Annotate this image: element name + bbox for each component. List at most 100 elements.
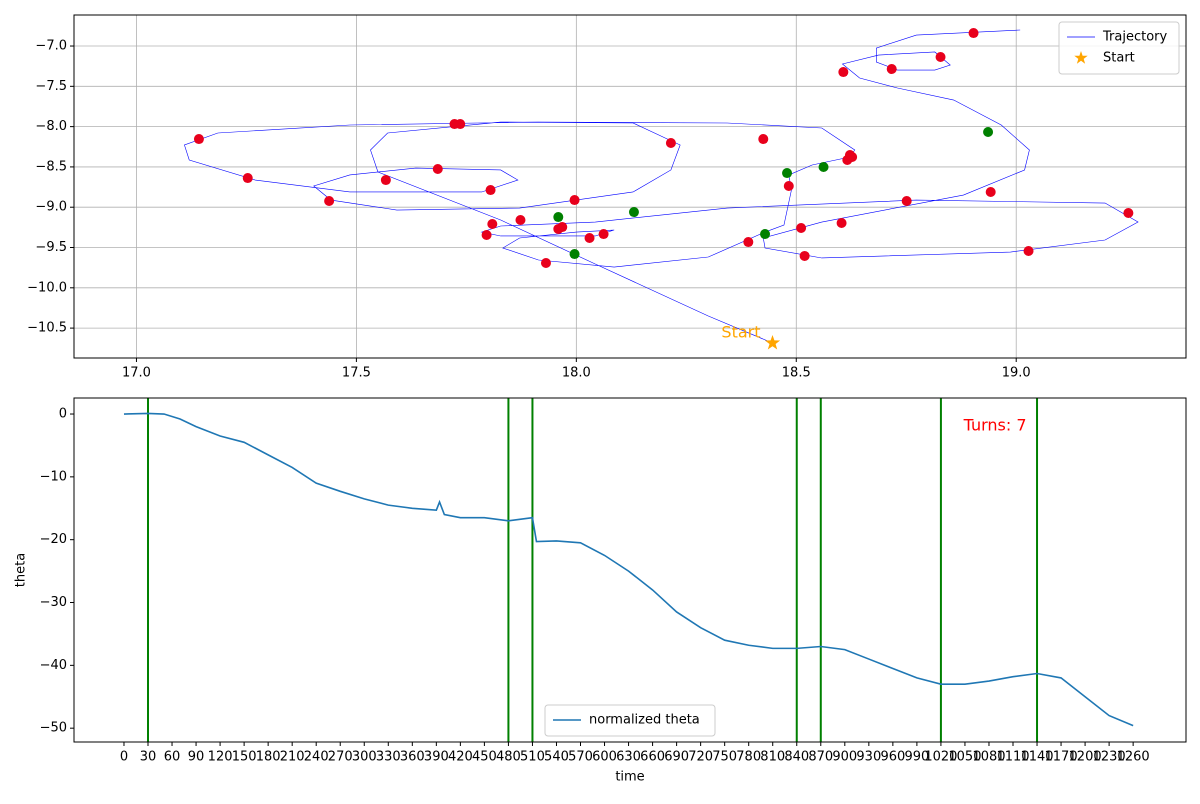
point: [584, 232, 595, 243]
point: [818, 161, 829, 172]
x-tick-label: 1170: [1045, 750, 1078, 765]
subplot: 17.0 17.5 18.0 18.5 19.0 −7.0 −7.5 −8.0 −8.5 −9.0…: [27, 14, 1187, 381]
point: [380, 175, 391, 186]
x-tick-label: 120: [208, 750, 233, 765]
point: [838, 67, 849, 78]
point: [799, 250, 810, 261]
point: [487, 218, 498, 229]
x-tick-label: 720: [688, 750, 713, 765]
axes-frame: [73, 14, 1187, 359]
point: [553, 212, 564, 223]
y-tick-label: −20: [40, 532, 67, 547]
point: [901, 196, 912, 207]
x-tick-label: 300: [352, 750, 377, 765]
x-tick-label: 1230: [1093, 750, 1126, 765]
x-tick-label: 210: [280, 750, 305, 765]
point: [324, 196, 335, 207]
point: [481, 230, 492, 241]
point: [847, 152, 858, 163]
y-tick-label: −7.0: [35, 39, 67, 54]
legend-label: Start: [1103, 51, 1135, 66]
legend-label: normalized theta: [589, 713, 700, 728]
x-tick-label: 1020: [924, 750, 957, 765]
point: [540, 257, 551, 268]
y-tick-label: −7.5: [35, 79, 67, 94]
x-tick-label: 960: [880, 750, 905, 765]
x-tick-label: 1080: [972, 750, 1005, 765]
point: [1123, 208, 1134, 219]
x-tick-label: 330: [376, 750, 401, 765]
x-tick-label: 930: [856, 750, 881, 765]
x-tick-label: 360: [400, 750, 425, 765]
point: [782, 168, 793, 179]
turns-annotation: Turns: 7: [963, 416, 1027, 435]
axes-frame: [73, 397, 1187, 743]
point: [242, 173, 253, 184]
point: [836, 218, 847, 229]
point: [557, 222, 568, 233]
y-tick-label: −10.5: [27, 321, 67, 336]
y-tick-label: −10: [40, 469, 67, 484]
y-tick-label: −30: [40, 595, 67, 610]
point: [515, 215, 526, 226]
x-tick-label: 630: [616, 750, 641, 765]
y-tick-label: 0: [59, 407, 67, 422]
plot-area: [123, 398, 1134, 742]
y-tick-label: −8.0: [35, 119, 67, 134]
x-tick-label: 840: [784, 750, 809, 765]
x-tick-label: 19.0: [1002, 366, 1031, 381]
x-tick-label: 17.0: [122, 366, 151, 381]
x-tick-label: 780: [736, 750, 761, 765]
point: [886, 63, 897, 74]
x-tick-label: 450: [472, 750, 497, 765]
x-tick-label: 1260: [1117, 750, 1150, 765]
x-tick-label: 600: [592, 750, 617, 765]
x-tick-label: 420: [448, 750, 473, 765]
point: [665, 137, 676, 148]
y-tick-label: −9.0: [35, 200, 67, 215]
y-axis-label: theta: [14, 553, 29, 587]
y-tick-label: −8.5: [35, 159, 67, 174]
point: [193, 134, 204, 145]
point: [985, 186, 996, 197]
x-tick-label: 390: [424, 750, 449, 765]
x-tick-label: 17.5: [342, 366, 371, 381]
subplot: 0 30 60 90 120 150 180 210 240 270 300 330 360 390 420…: [14, 397, 1187, 785]
x-tick-label: 810: [760, 750, 785, 765]
x-tick-label: 690: [664, 750, 689, 765]
legend-label: Trajectory: [1102, 30, 1167, 45]
start-marker: [764, 335, 781, 350]
legend: Trajectory Start: [1058, 21, 1180, 75]
plot-area: [184, 28, 1139, 344]
x-tick-label: 750: [712, 750, 737, 765]
point: [968, 28, 979, 39]
x-tick-label: 1110: [996, 750, 1029, 765]
x-tick-label: 180: [256, 750, 281, 765]
x-tick-label: 540: [544, 750, 569, 765]
x-tick-label: 510: [520, 750, 545, 765]
point: [485, 185, 496, 196]
y-tick-label: −10.0: [27, 280, 67, 295]
point: [569, 195, 580, 206]
start-label: Start: [721, 323, 760, 342]
point: [796, 223, 807, 234]
point: [569, 249, 580, 260]
x-tick-label: 870: [808, 750, 833, 765]
point: [598, 229, 609, 240]
legend: normalized theta: [544, 704, 716, 737]
x-tick-label: 90: [188, 750, 205, 765]
point: [760, 229, 771, 240]
point: [758, 134, 769, 145]
x-tick-label: 990: [904, 750, 929, 765]
point: [628, 207, 639, 218]
x-tick-label: 60: [164, 750, 181, 765]
x-tick-label: 30: [140, 750, 157, 765]
theta-line: [123, 412, 1134, 727]
x-tick-label: 18.0: [562, 366, 591, 381]
y-tick-label: −40: [40, 658, 67, 673]
point: [743, 237, 754, 248]
y-tick-label: −9.5: [35, 240, 67, 255]
point: [455, 119, 466, 130]
legend-frame: [1058, 21, 1180, 75]
